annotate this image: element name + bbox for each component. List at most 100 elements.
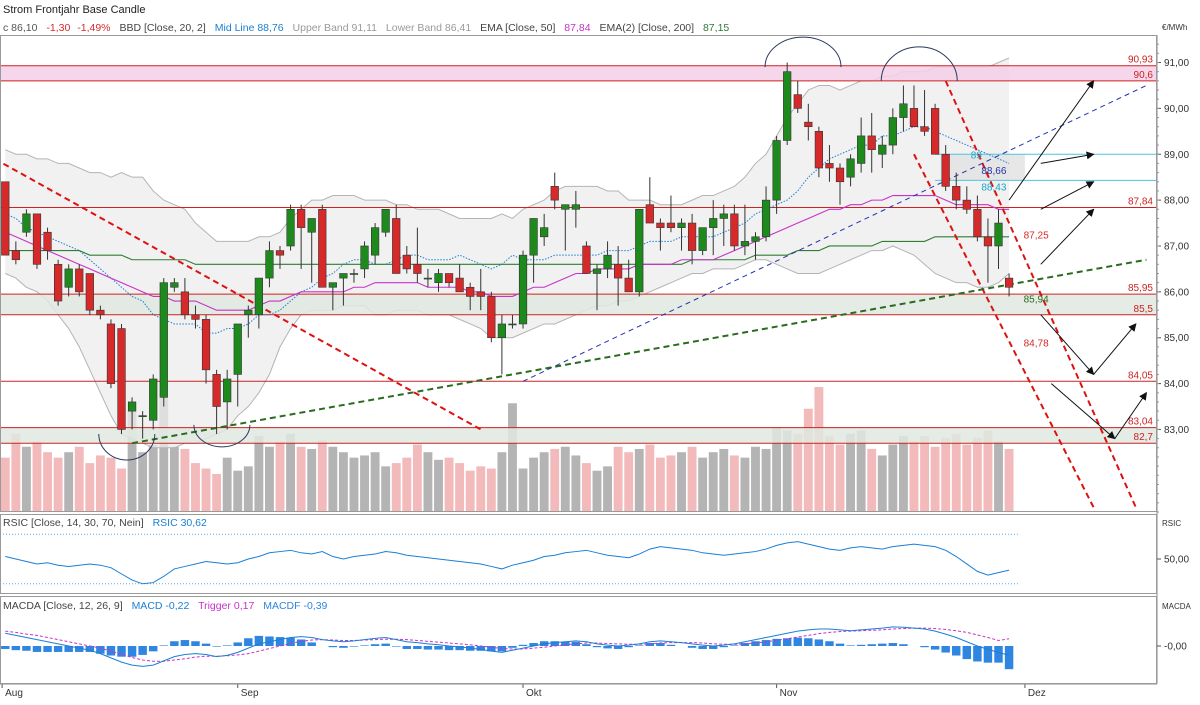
candle-body <box>804 121 813 128</box>
candle-body <box>730 213 739 247</box>
volume-bar <box>740 457 750 512</box>
macdf-bar <box>117 646 126 657</box>
volume-bar <box>169 446 179 512</box>
candle-body <box>1 181 10 256</box>
volume-bar <box>698 457 708 512</box>
volume-bar <box>529 457 539 512</box>
panel-frame <box>0 35 1157 512</box>
volume-bar <box>95 455 105 512</box>
candle-body <box>297 208 306 228</box>
unit-label: €/MWh <box>1162 23 1187 32</box>
macdf-bar <box>730 645 739 646</box>
candle-body <box>265 250 274 279</box>
rsi-line <box>5 541 1010 585</box>
volume-bar <box>729 455 739 512</box>
macdf-bar <box>127 646 137 657</box>
macdf-bar <box>508 646 517 648</box>
candle-body <box>43 231 52 251</box>
candle-body <box>476 291 485 297</box>
volume-bar <box>465 470 475 512</box>
volume-bar <box>782 430 792 512</box>
candle-body <box>75 268 84 293</box>
panel-frame <box>0 514 1157 594</box>
projection-arrow <box>1093 323 1137 375</box>
macdf-bar <box>920 646 929 648</box>
macdf-bar <box>11 646 21 651</box>
macdf-bar <box>64 646 73 652</box>
macdf-bar <box>624 646 633 648</box>
macdf-bar <box>275 637 285 646</box>
pattern-arc <box>764 36 842 68</box>
candle-body <box>645 204 654 224</box>
macdf-bar <box>772 638 781 646</box>
macdf-bar <box>191 641 200 646</box>
candle-body <box>540 227 549 238</box>
macdf-bar <box>930 646 940 650</box>
macdf-bar <box>888 643 898 646</box>
candle-body <box>159 282 168 398</box>
price-annotation: 89 <box>971 150 983 161</box>
macdf-bar <box>402 646 412 649</box>
macdf-bar <box>825 641 834 646</box>
volume-bar <box>32 441 42 512</box>
macdf-bar <box>719 646 729 648</box>
macdf-bar <box>856 644 866 646</box>
candle-body <box>370 227 380 256</box>
bollinger-upper-band <box>5 57 1010 242</box>
trendline <box>522 85 1147 382</box>
price-annotation: 84,78 <box>1024 338 1049 349</box>
volume-bar <box>571 455 581 512</box>
x-tick-label: Dez <box>1028 688 1046 699</box>
candle-body <box>983 236 993 247</box>
macdf-bar <box>201 643 211 646</box>
y-tick-label: 91,00 <box>1164 58 1189 69</box>
macdf-bar <box>360 645 369 646</box>
macdf-bar <box>899 644 908 646</box>
volume-bar <box>159 397 169 512</box>
volume-bar <box>666 455 676 512</box>
macdf-bar <box>339 646 348 648</box>
volume-bar <box>793 433 803 512</box>
macdf-bar <box>85 646 95 652</box>
volume-bar <box>581 463 591 512</box>
price-level-label: 82,7 <box>1134 432 1154 443</box>
candle-body <box>455 277 464 293</box>
macdf-bar <box>170 641 179 646</box>
ema200-line <box>5 236 1010 265</box>
price-level-label: 83,04 <box>1128 417 1153 428</box>
macdf-bar <box>349 646 359 647</box>
candle-body <box>286 208 295 247</box>
macdf-bar <box>529 643 538 646</box>
macdf-bar <box>96 646 105 654</box>
macdf-bar <box>1004 646 1014 670</box>
candle-body <box>698 227 707 251</box>
candle-body <box>233 323 242 375</box>
bollinger-mid-line <box>5 126 1010 334</box>
price-level-label: 84,05 <box>1128 370 1153 381</box>
macdf-bar <box>1 646 10 649</box>
price-annotation: 88,66 <box>981 166 1006 177</box>
price-annotation: 85,94 <box>1024 295 1049 306</box>
candle-body <box>888 117 897 146</box>
y-tick-label: 84,00 <box>1164 379 1189 390</box>
volume-bar <box>856 430 866 512</box>
candle-body <box>201 319 211 371</box>
volume-bar <box>148 444 158 512</box>
candle-body <box>867 135 876 150</box>
macdf-bar <box>878 643 887 646</box>
price-level-label: 87,84 <box>1128 196 1153 207</box>
trendline <box>131 258 1147 445</box>
ema-name: EMA [Close, 50] <box>480 22 555 34</box>
candle-body <box>973 208 982 238</box>
volume-bar <box>539 452 549 512</box>
volume-bar <box>391 463 401 512</box>
volume-bar <box>106 457 116 512</box>
macdf-bar <box>392 646 401 647</box>
ema-val: 87,84 <box>564 22 590 34</box>
volume-bar <box>412 444 422 512</box>
volume-bar <box>814 386 824 512</box>
macdf-bar <box>708 646 718 649</box>
candle-body <box>64 268 73 288</box>
macdf-bar <box>138 646 147 655</box>
macdf-bar <box>434 646 443 650</box>
